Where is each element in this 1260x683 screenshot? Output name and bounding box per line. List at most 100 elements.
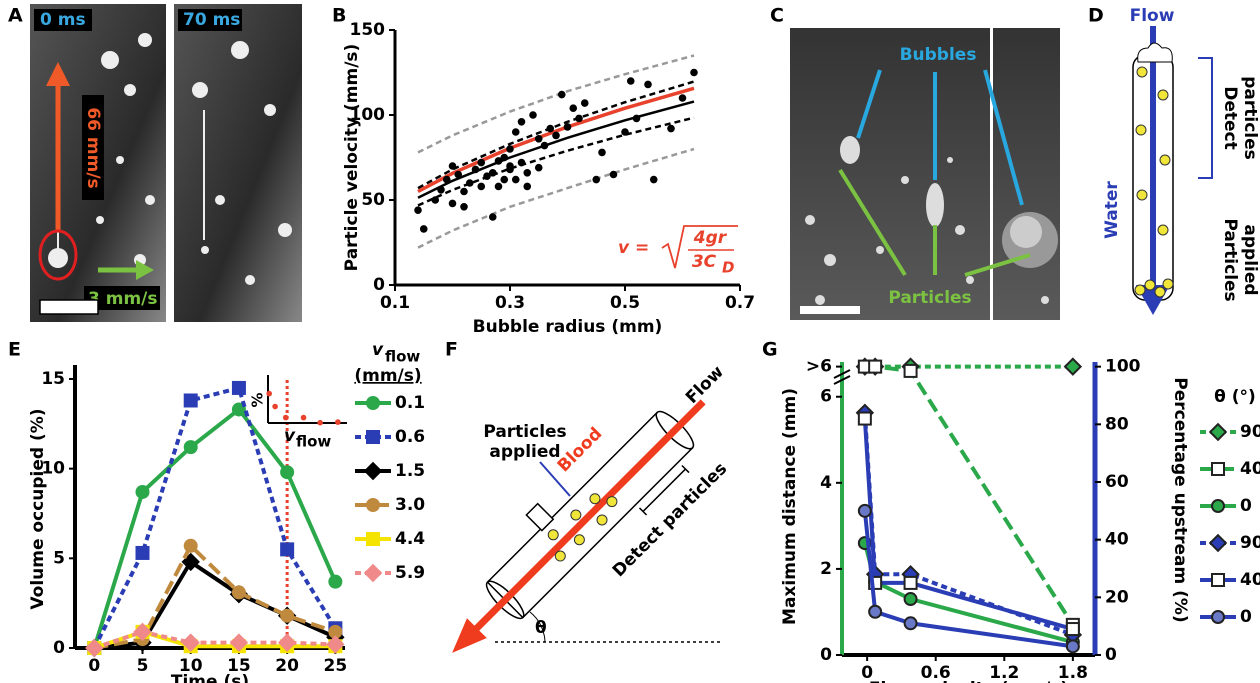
legend-title: flow [385, 348, 420, 366]
series-line [865, 367, 1073, 625]
point [610, 171, 618, 179]
flow-label: Flow [682, 362, 728, 408]
y-axis-title: Particle velocity (mm/s) [342, 44, 362, 272]
y-axis-title: Volume occupied (%) [28, 408, 48, 609]
point [460, 188, 468, 196]
legend-label: 0 [1240, 496, 1252, 516]
marker [329, 576, 341, 588]
cloud [1138, 43, 1173, 62]
point [506, 166, 514, 174]
point [558, 91, 566, 99]
inset-point [301, 415, 307, 421]
series-line [865, 543, 1073, 642]
x-tick-label: 0 [88, 656, 100, 676]
legend-label: 0.1 [395, 393, 425, 413]
point [477, 159, 485, 167]
point [449, 200, 457, 208]
point [535, 135, 543, 143]
legend-label: 1.5 [395, 461, 425, 481]
y-tick-label: 150 [350, 20, 386, 40]
point [552, 132, 560, 140]
x-axis-title: Time (s) [171, 672, 249, 683]
point [523, 169, 531, 177]
x-axis-title: Bubble radius (mm) [473, 317, 663, 337]
y-tick-label: 20 [1105, 587, 1129, 607]
marker [1212, 611, 1224, 623]
legend-label: 40 [1240, 570, 1260, 590]
point [431, 196, 439, 204]
x-tick-label: 0.7 [725, 293, 755, 313]
marker [859, 413, 871, 425]
point [592, 176, 600, 184]
series-line [865, 419, 1073, 629]
y-tick-label: 40 [1105, 530, 1129, 550]
inset-point [335, 419, 341, 425]
point [679, 94, 687, 102]
point [449, 162, 457, 170]
marker [185, 540, 197, 552]
legend-label: 5.9 [395, 563, 425, 583]
panel-label: E [8, 339, 21, 361]
point [644, 81, 652, 89]
flow-label: Flow [1130, 6, 1175, 26]
y2-axis-title: Percentage upstream (%) [1170, 377, 1190, 622]
point [489, 169, 497, 177]
y-tick-label: 0 [820, 645, 832, 665]
marker [367, 499, 379, 511]
photo [993, 28, 1060, 320]
point [598, 149, 606, 157]
x-tick-label: 0.5 [610, 293, 640, 313]
marker [1210, 424, 1226, 440]
y-tick-label: 0 [1105, 645, 1117, 665]
point [512, 176, 520, 184]
marker [367, 397, 379, 409]
frame-time: 70 ms [183, 10, 240, 30]
inset-x-label: v [284, 426, 296, 446]
annotation: Particles [483, 422, 566, 442]
x-tick-label: 20 [275, 656, 299, 676]
fit-line [418, 149, 694, 248]
tube [420, 370, 731, 681]
y-axis-title: Maximum distance (mm) [780, 388, 800, 625]
annotation: Particles [888, 288, 971, 308]
marker [905, 617, 917, 629]
annotation: Bubbles [900, 45, 977, 65]
y-tick-label: 100 [1105, 357, 1141, 377]
y-tick-label: 4 [820, 473, 832, 493]
speed-label: 66 mm/s [83, 107, 103, 188]
y-tick-label: 2 [820, 559, 832, 579]
panel-label: B [332, 5, 346, 27]
marker [367, 431, 379, 443]
formula: v = [618, 238, 649, 258]
legend-label: 3.0 [395, 495, 425, 515]
point [575, 115, 583, 123]
y-tick-label: 50 [361, 190, 385, 210]
x-tick-label: 0.1 [380, 293, 410, 313]
point [627, 77, 635, 85]
figure: A 0 ms 70 ms 66 mm/s 3 mm/s C Bubbles Pa… [0, 0, 1260, 683]
scale-bar [40, 300, 98, 314]
marker [1210, 535, 1226, 551]
marker [1212, 500, 1224, 512]
inset-point [317, 420, 323, 426]
angle-label: θ [535, 618, 547, 638]
y-tick-label: 80 [1105, 414, 1129, 434]
inset-point [283, 415, 289, 421]
bracket [1198, 58, 1212, 178]
x-tick-label: 5 [137, 656, 149, 676]
point [466, 179, 474, 187]
formula: D [722, 259, 734, 277]
point [518, 159, 526, 167]
point [518, 118, 526, 126]
point [506, 145, 514, 153]
y-tick-label: 0 [373, 275, 385, 295]
photo [790, 28, 990, 320]
y-tick-label: 60 [1105, 472, 1129, 492]
marker [281, 543, 293, 555]
legend-title: v [372, 340, 384, 360]
formula: 3C [692, 252, 717, 272]
legend-label: 4.4 [395, 529, 425, 549]
inset-x-label: flow [296, 433, 331, 451]
marker [905, 593, 917, 605]
marker [1212, 574, 1224, 586]
